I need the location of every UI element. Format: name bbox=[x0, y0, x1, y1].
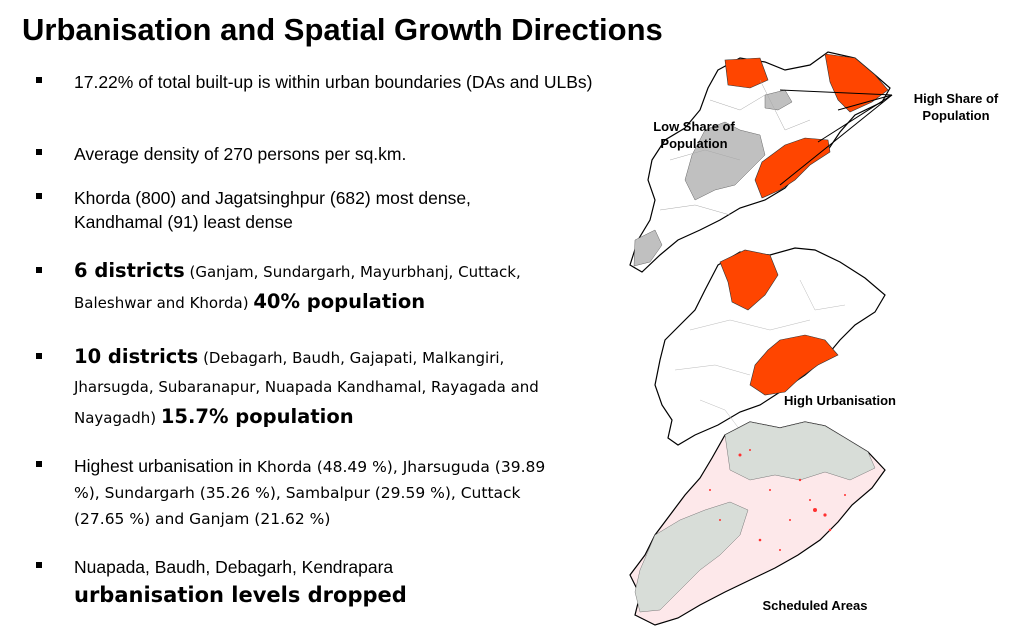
map2-district-lines bbox=[674, 279, 846, 431]
bullet-dropped-text: Nuapada, Baudh, Debagarh, Kendrapara urb… bbox=[74, 555, 594, 607]
map2-state-outline bbox=[654, 247, 886, 446]
map3-scheduled-north bbox=[724, 421, 876, 481]
map1-high-northwest bbox=[724, 57, 769, 89]
map1-high-coastal bbox=[754, 137, 831, 199]
six-districts-lead: 6 districts bbox=[74, 259, 185, 282]
map3-scheduled-south bbox=[634, 501, 749, 613]
map1-low-central bbox=[684, 121, 766, 201]
bullet-marker bbox=[36, 77, 42, 83]
label-low-share: Low Share of Population bbox=[653, 119, 735, 151]
map-scheduled-areas bbox=[629, 421, 886, 626]
map-population-share bbox=[629, 51, 893, 273]
bullet-dense-districts-text: Khorda (800) and Jagatsinghpur (682) mos… bbox=[74, 188, 471, 232]
maps-panel: Low Share of Population High Share of Po… bbox=[600, 40, 1024, 630]
bullet-marker bbox=[36, 267, 42, 273]
label-high-urbanisation: High Urbanisation bbox=[784, 393, 896, 408]
map2-high-coastal bbox=[749, 334, 839, 396]
page-title: Urbanisation and Spatial Growth Directio… bbox=[22, 12, 663, 47]
bullet-marker bbox=[36, 562, 42, 568]
ten-districts-detail: (Debagarh, Baudh, Gajapati, Malkangiri, … bbox=[74, 349, 539, 427]
bullet-highest-urbanisation-text: Highest urbanisation in Khorda (48.49 %)… bbox=[74, 453, 574, 532]
six-districts-detail: (Ganjam, Sundargarh, Mayurbhanj, Cuttack… bbox=[74, 263, 521, 312]
odisha-maps bbox=[629, 51, 893, 626]
bullet-six-districts-text: 6 districts (Ganjam, Sundargarh, Mayurbh… bbox=[74, 256, 584, 318]
map1-low-south bbox=[633, 229, 663, 267]
map2-high-north bbox=[719, 249, 779, 311]
map1-high-northeast bbox=[824, 53, 889, 113]
map1-low-north bbox=[764, 89, 793, 111]
ten-districts-share: 15.7% population bbox=[160, 405, 354, 428]
map-high-urbanisation bbox=[654, 247, 886, 446]
bullet-marker bbox=[36, 149, 42, 155]
dropped-statement: urbanisation levels dropped bbox=[74, 583, 407, 607]
map1-arrows bbox=[779, 89, 893, 186]
bullet-marker bbox=[36, 193, 42, 199]
highest-urbanisation-detail: Khorda (48.49 %), Jharsuguda (39.89 %), … bbox=[74, 458, 546, 528]
highest-urbanisation-lead: Highest urbanisation in bbox=[74, 456, 257, 476]
bullet-density-text: Average density of 270 persons per sq.km… bbox=[74, 144, 407, 164]
bullet-marker bbox=[36, 353, 42, 359]
bullet-ten-districts-text: 10 districts (Debagarh, Baudh, Gajapati,… bbox=[74, 342, 579, 433]
map1-state-outline bbox=[629, 51, 891, 273]
map3-urban-dots bbox=[709, 449, 846, 551]
bullet-builtup-text: 17.22% of total built-up is within urban… bbox=[74, 72, 593, 92]
bullet-marker bbox=[36, 461, 42, 467]
label-high-share: High Share of Population bbox=[913, 91, 999, 123]
ten-districts-lead: 10 districts bbox=[74, 345, 199, 368]
dropped-districts: Nuapada, Baudh, Debagarh, Kendrapara bbox=[74, 557, 394, 577]
map1-district-lines bbox=[659, 79, 811, 216]
six-districts-share: 40% population bbox=[253, 290, 426, 313]
label-scheduled-areas: Scheduled Areas bbox=[762, 598, 868, 613]
